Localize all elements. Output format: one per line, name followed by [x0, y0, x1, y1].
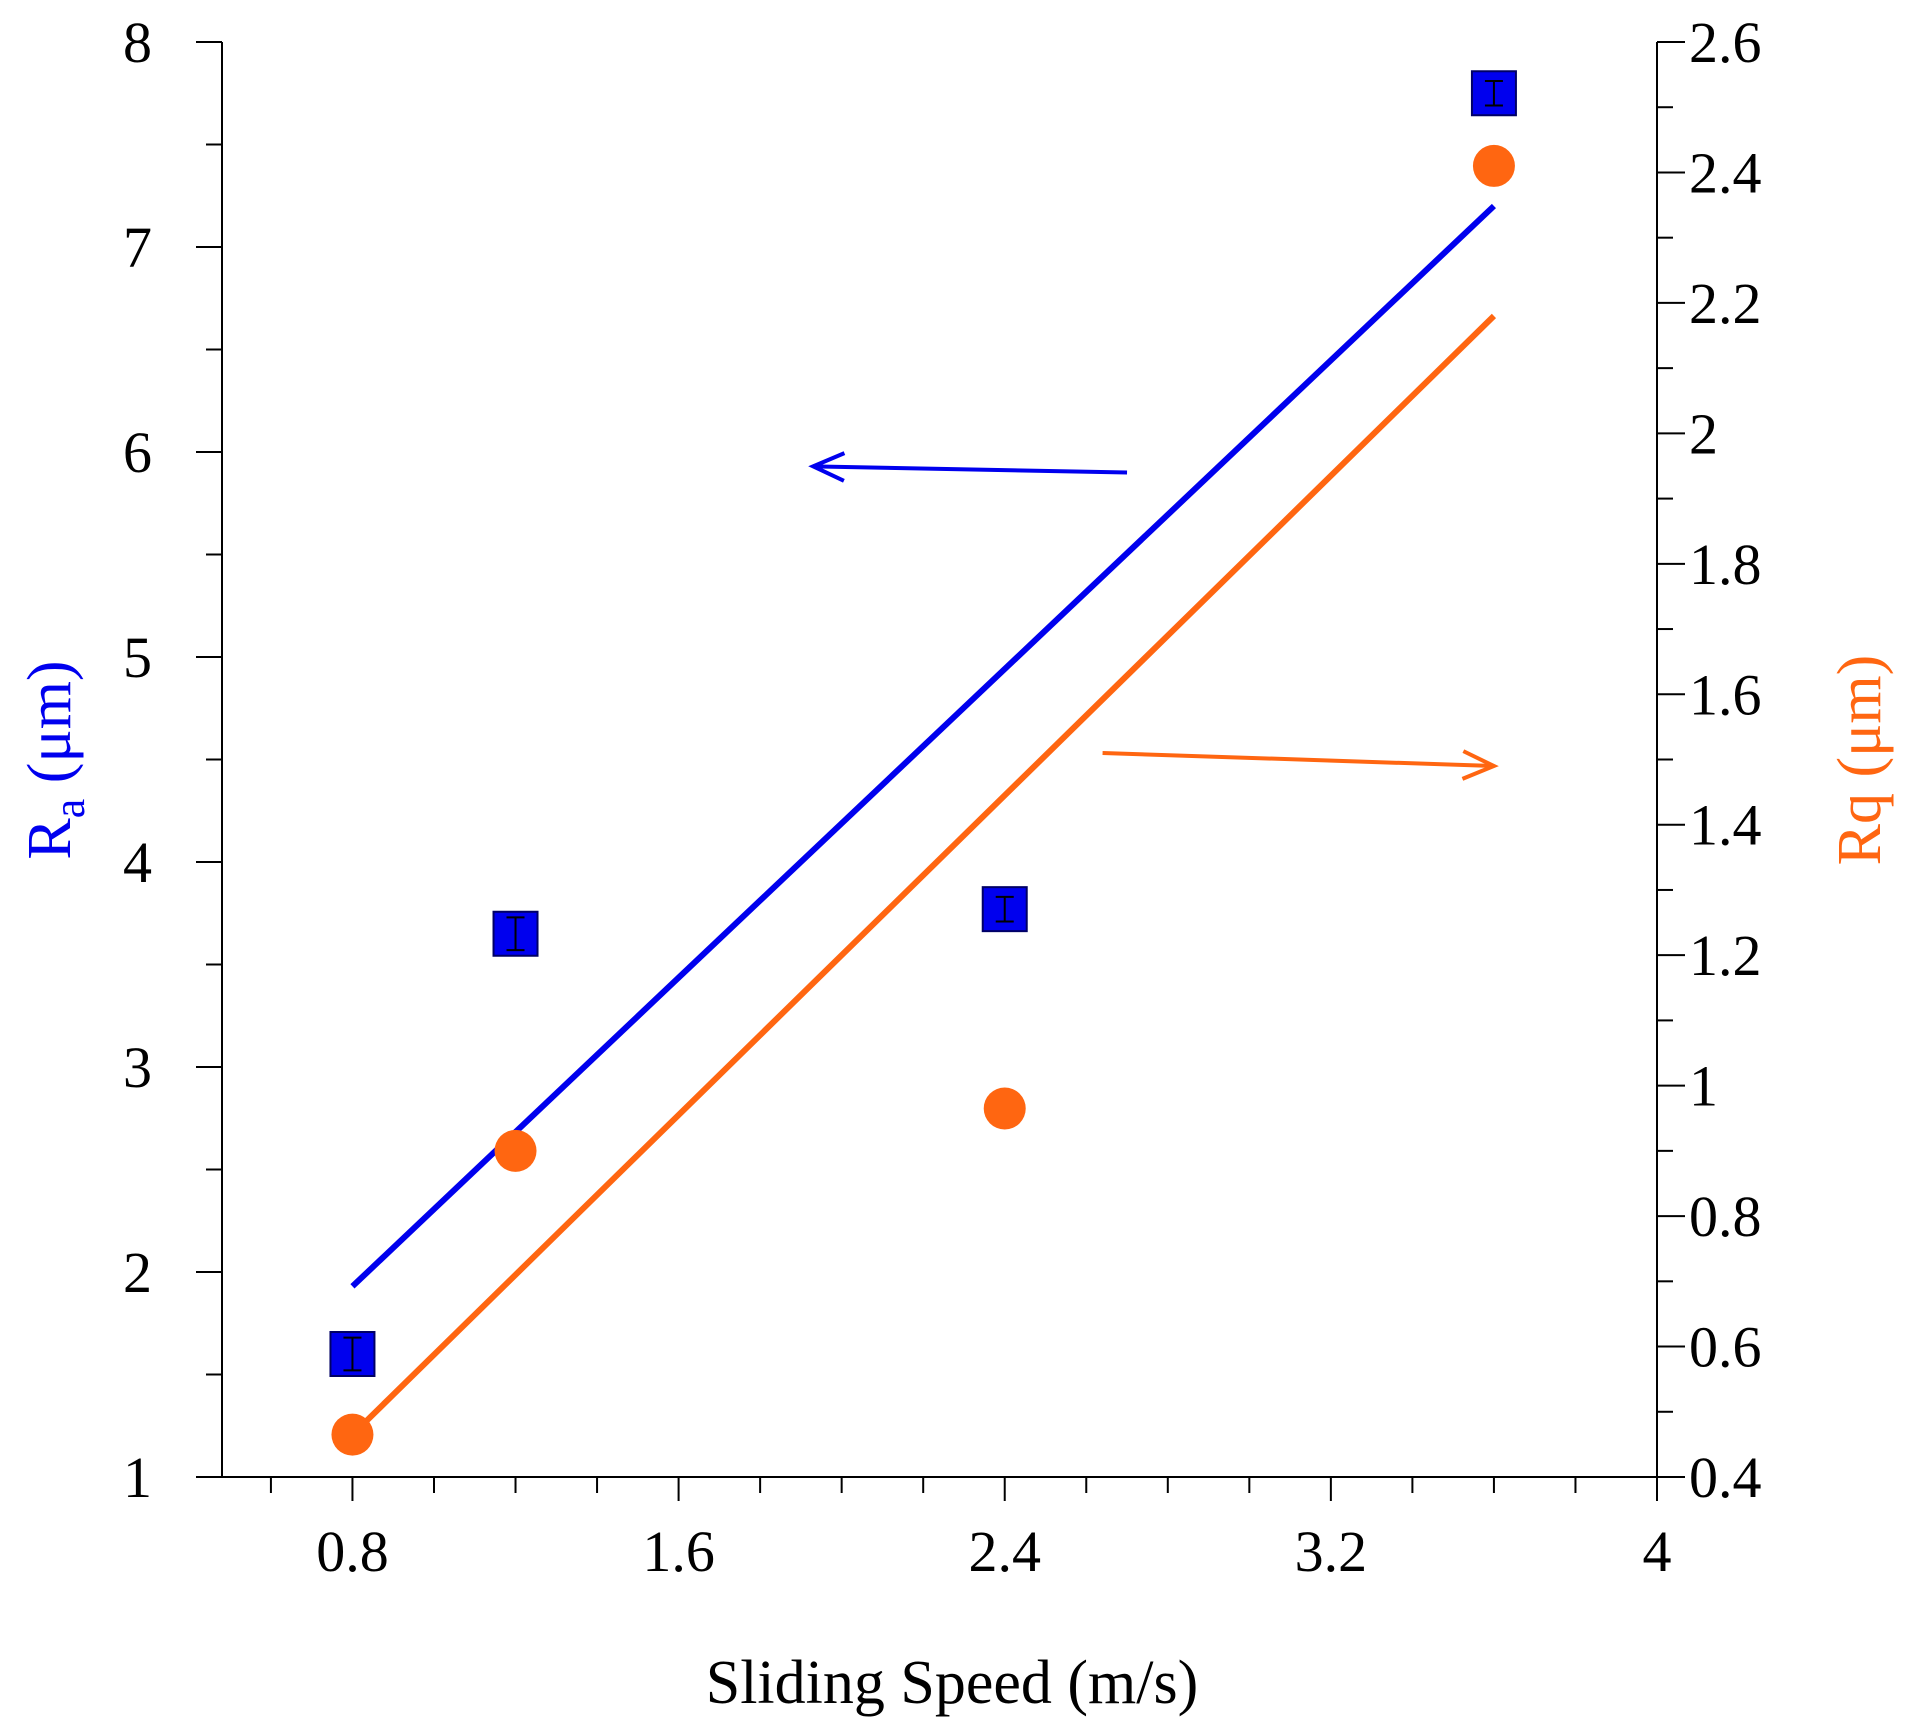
y-right-tick-label: 0.8 — [1689, 1184, 1762, 1249]
fit-lines-layer — [350, 203, 1497, 1437]
ra-arrow-head — [808, 451, 846, 483]
y-right-tick-label: 2.6 — [1689, 10, 1762, 75]
rq-arrow-head — [1461, 749, 1499, 781]
y-left-tick-label: 6 — [123, 420, 152, 485]
y-left-tick-label: 3 — [123, 1035, 152, 1100]
y-right-tick-label: 1.6 — [1689, 662, 1762, 727]
x-tick-label: 2.4 — [968, 1519, 1041, 1584]
y-left-tick-label: 5 — [123, 625, 152, 690]
y-right-tick-label: 0.4 — [1689, 1445, 1762, 1510]
y-right-tick-label: 1 — [1689, 1054, 1718, 1119]
x-tick-label: 4 — [1643, 1519, 1672, 1584]
rq-point — [494, 1129, 537, 1172]
rq-point — [1472, 144, 1515, 187]
markers-layer — [329, 70, 1517, 1456]
x-tick-label: 1.6 — [642, 1519, 715, 1584]
rq-point — [983, 1087, 1026, 1130]
y-left-tick-label: 7 — [123, 215, 152, 280]
ra-arrow-shaft — [813, 464, 1128, 475]
y-left-axis-title: Ra (μm) — [16, 660, 94, 859]
ra-fit-line — [350, 203, 1496, 1289]
rq-point — [331, 1413, 374, 1456]
y-left-title-main: R — [16, 818, 84, 860]
y-right-tick-label: 1.2 — [1689, 923, 1762, 988]
y-right-tick-label: 1.8 — [1689, 532, 1762, 597]
y-right-tick-label: 2.4 — [1689, 140, 1762, 205]
y-left-title-unit: (μm) — [16, 660, 84, 798]
y-right-tick-label: 0.6 — [1689, 1315, 1762, 1380]
y-right-axis-title: Rq (μm) — [1826, 655, 1894, 866]
y-right-tick-label: 2 — [1689, 401, 1718, 466]
x-tick-label: 0.8 — [316, 1519, 389, 1584]
x-tick-label: 3.2 — [1295, 1519, 1368, 1584]
rq-arrow-shaft — [1102, 750, 1494, 769]
x-axis-title: Sliding Speed (m/s) — [706, 1649, 1199, 1717]
y-left-tick-label: 2 — [123, 1240, 152, 1305]
y-left-tick-label: 1 — [123, 1445, 152, 1510]
y-right-tick-label: 2.2 — [1689, 271, 1762, 336]
rq-fit-line — [350, 313, 1497, 1437]
y-left-title-subscript: a — [45, 799, 94, 819]
y-left-tick-label: 4 — [123, 830, 152, 895]
arrows-layer — [808, 451, 1499, 781]
y-left-tick-label: 8 — [123, 10, 152, 75]
axes-layer: 0.8 1.6 2.4 3.2 4 1 2 3 4 5 6 7 8 0.4 0.6 0.8 1 1.2 1.4 1.6… — [123, 10, 1762, 1584]
axis-titles-layer: Sliding Speed (m/s) Ra (μm) Rq (μm) — [16, 655, 1894, 1717]
y-right-tick-label: 1.4 — [1689, 793, 1762, 858]
